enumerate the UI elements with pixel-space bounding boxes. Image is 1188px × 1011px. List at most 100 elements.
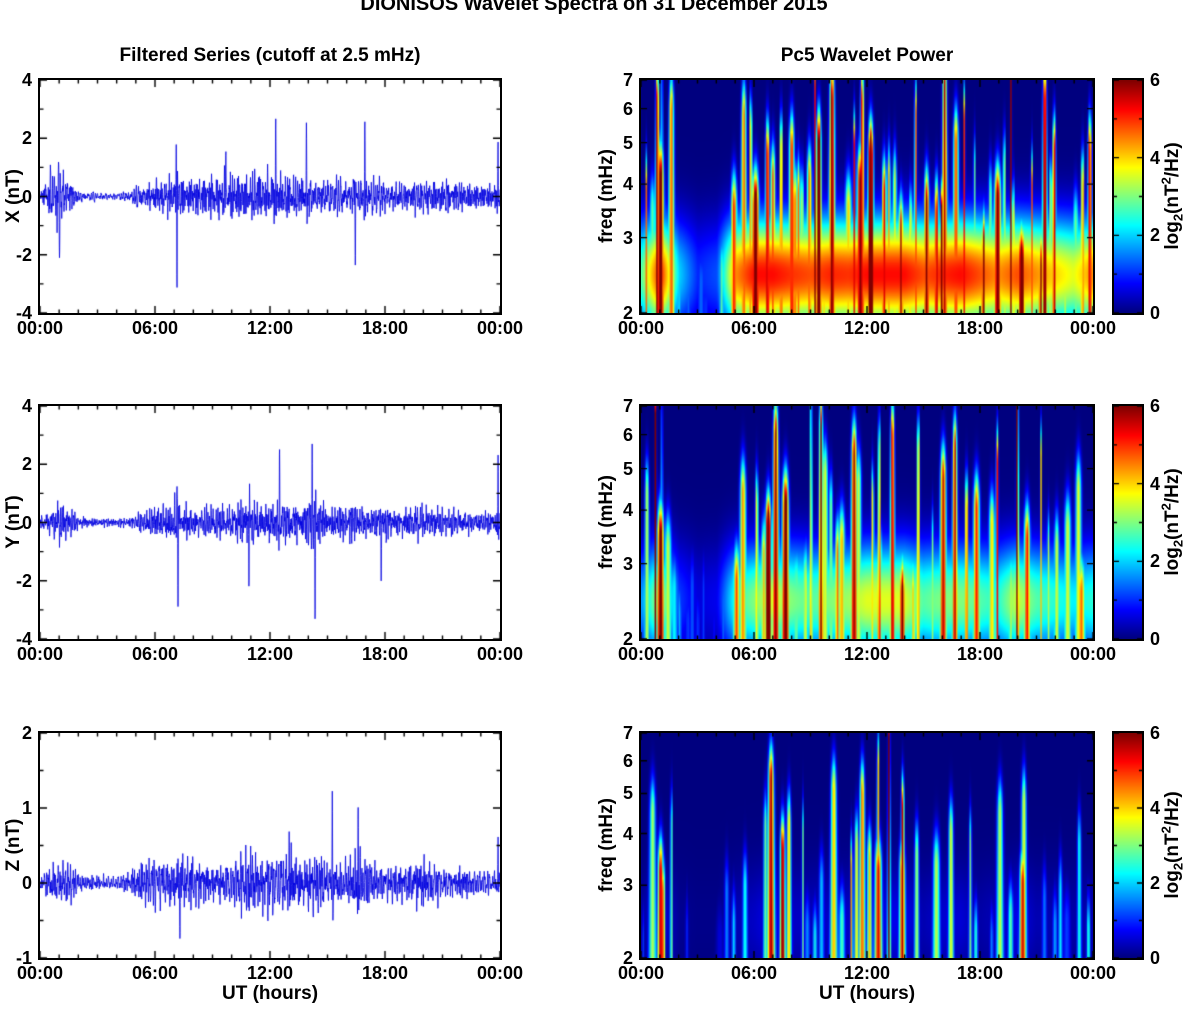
cbar-label-sup: 2	[1158, 177, 1174, 185]
tick-label: 00:00	[476, 318, 524, 338]
tick-label: 2	[1150, 225, 1161, 246]
z-axis-label: Z (nT)	[3, 818, 24, 872]
tick-label: 2	[21, 454, 32, 475]
tick-label: 5	[622, 458, 633, 479]
tick-label: 00:00	[16, 644, 64, 664]
colorbar-top-canvas	[1114, 80, 1142, 313]
tick-label: -4	[15, 303, 32, 323]
left-xaxis-label: UT (hours)	[221, 983, 319, 1004]
tick-label: 00:00	[476, 644, 524, 664]
x-wavelet-panel	[639, 78, 1095, 315]
cbar-label-prefix: log	[1161, 221, 1183, 250]
z-wavelet-panel	[639, 731, 1095, 960]
colorbar-middle	[1112, 404, 1144, 641]
tick-label: 6	[1150, 70, 1161, 90]
tick-label: -1	[15, 948, 32, 968]
tick-label: 7	[622, 70, 633, 90]
tick-label: 3	[622, 227, 633, 248]
left-column-title: Filtered Series (cutoff at 2.5 mHz)	[119, 45, 421, 66]
tick-label: 0	[1150, 948, 1161, 968]
cbar-label-suffix: /Hz)	[1161, 791, 1183, 827]
x-wavelet-spectrogram-canvas	[641, 80, 1093, 313]
y-wavelet-panel	[639, 404, 1095, 641]
tick-label: 06:00	[730, 318, 778, 338]
tick-label: 2	[21, 723, 32, 743]
tick-label: 4	[1150, 473, 1161, 494]
tick-label: 12:00	[843, 963, 891, 983]
tick-label: 06:00	[131, 963, 179, 983]
colorbar-label-middle: log2(nT2/Hz)	[1158, 468, 1185, 575]
tick-label: 00:00	[617, 318, 665, 338]
cbar-label-mid: (nT	[1161, 833, 1183, 863]
cbar-label-sub: 2	[1170, 862, 1186, 871]
colorbar-middle-canvas	[1114, 406, 1142, 639]
cbar-label-sup: 2	[1158, 503, 1174, 511]
tick-label: 6	[622, 98, 633, 119]
tick-label: 7	[622, 723, 633, 743]
tick-label: 12:00	[246, 644, 294, 664]
tick-label: 2	[622, 629, 633, 649]
tick-label: 00:00	[617, 644, 665, 664]
tick-label: 2	[622, 303, 633, 323]
tick-label: 5	[622, 132, 633, 153]
tick-label: 6	[1150, 723, 1161, 743]
tick-label: 6	[1150, 396, 1161, 416]
tick-label: 4	[1150, 147, 1161, 168]
tick-label: 1	[21, 798, 32, 818]
cbar-label-sub: 2	[1170, 213, 1186, 222]
tick-label: 6	[622, 750, 633, 771]
tick-label: 0	[21, 512, 32, 533]
tick-label: 12:00	[843, 644, 891, 664]
tick-label: 4	[622, 174, 633, 195]
cbar-label-sub: 2	[1170, 539, 1186, 548]
tick-label: 18:00	[361, 644, 409, 664]
tick-label: 2	[1150, 551, 1161, 572]
freq-axis-label-middle: freq (mHz)	[596, 475, 617, 569]
tick-label: 0	[1150, 629, 1161, 649]
tick-label: 18:00	[361, 318, 409, 338]
tick-label: 6	[622, 424, 633, 445]
tick-label: 2	[21, 128, 32, 149]
z-series-panel	[38, 731, 502, 960]
right-column-title: Pc5 Wavelet Power	[780, 45, 954, 66]
tick-label: 18:00	[956, 644, 1004, 664]
tick-label: 06:00	[131, 644, 179, 664]
cbar-label-suffix: /Hz)	[1161, 468, 1183, 504]
tick-label: 2	[1150, 873, 1161, 893]
tick-label: 06:00	[131, 318, 179, 338]
cbar-label-prefix: log	[1161, 547, 1183, 576]
x-series-plot-canvas	[40, 80, 500, 313]
tick-label: -2	[15, 244, 32, 265]
tick-label: 3	[622, 875, 633, 896]
tick-label: -4	[15, 629, 32, 649]
tick-label: 18:00	[361, 963, 409, 983]
x-series-panel	[38, 78, 502, 315]
tick-label: 4	[622, 500, 633, 521]
tick-label: 0	[21, 873, 32, 893]
cbar-label-mid: (nT	[1161, 510, 1183, 540]
cbar-label-sup: 2	[1158, 826, 1174, 834]
colorbar-label-bottom: log2(nT2/Hz)	[1158, 791, 1185, 898]
tick-label: 00:00	[617, 963, 665, 983]
right-xaxis-label: UT (hours)	[818, 983, 916, 1004]
tick-label: 00:00	[476, 963, 524, 983]
tick-label: 7	[622, 396, 633, 416]
tick-label: 0	[1150, 303, 1161, 323]
y-series-plot-canvas	[40, 406, 500, 639]
y-series-panel	[38, 404, 502, 641]
tick-label: 3	[622, 553, 633, 574]
tick-label: 06:00	[730, 963, 778, 983]
tick-label: 18:00	[956, 318, 1004, 338]
freq-axis-label-top: freq (mHz)	[596, 149, 617, 243]
colorbar-bottom	[1112, 731, 1144, 960]
tick-label: 4	[1150, 798, 1161, 818]
z-wavelet-spectrogram-canvas	[641, 733, 1093, 958]
freq-axis-label-bottom: freq (mHz)	[596, 798, 617, 892]
tick-label: 18:00	[956, 963, 1004, 983]
figure-title: DIONISOS Wavelet Spectra on 31 December …	[360, 0, 828, 15]
tick-label: 00:00	[16, 963, 64, 983]
tick-label: 2	[622, 948, 633, 968]
z-series-plot-canvas	[40, 733, 500, 958]
tick-label: 00:00	[1069, 963, 1117, 983]
